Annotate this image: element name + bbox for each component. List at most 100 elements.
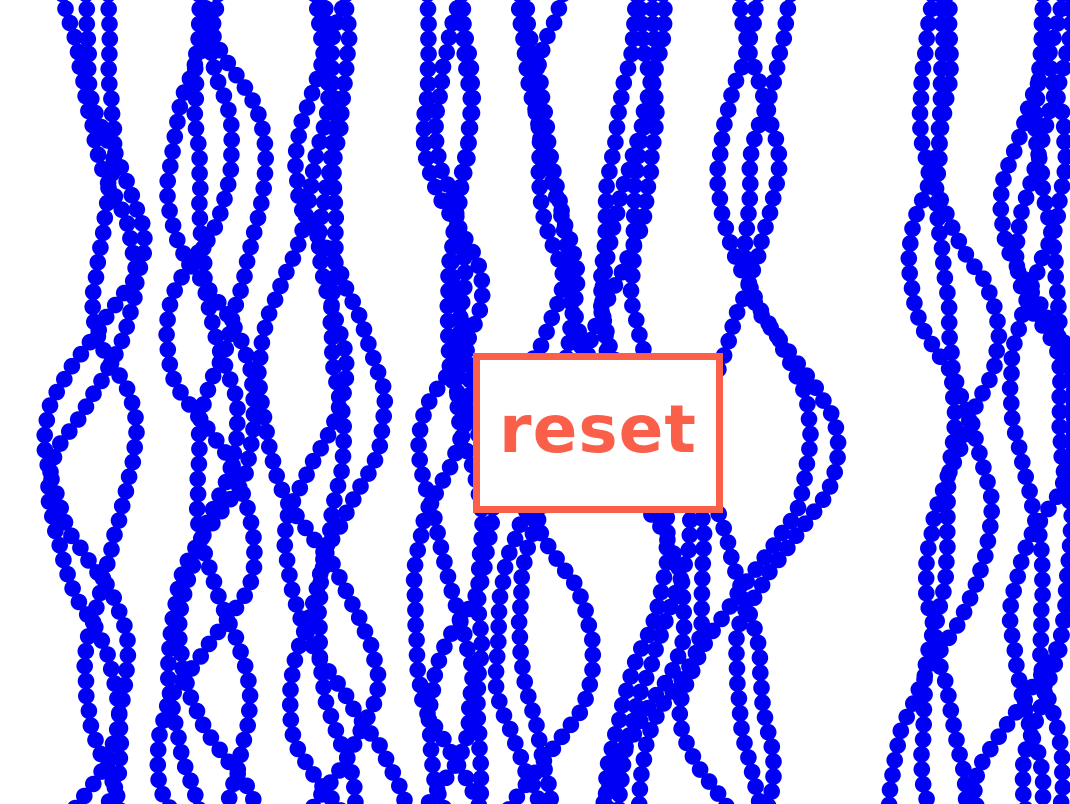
dot — [369, 363, 387, 381]
dot — [600, 780, 618, 797]
dot — [501, 544, 518, 562]
dot — [1017, 741, 1035, 758]
dot — [610, 104, 627, 121]
dot — [937, 90, 955, 107]
dot — [462, 684, 480, 702]
dot — [961, 590, 979, 607]
dot — [459, 640, 476, 658]
dot — [278, 263, 295, 281]
dot — [227, 629, 245, 646]
dot — [326, 492, 343, 509]
dot — [41, 397, 59, 414]
dot — [334, 0, 351, 17]
dot — [1061, 30, 1070, 48]
dot — [332, 736, 350, 753]
dot — [229, 765, 246, 783]
dot — [716, 116, 733, 133]
dot — [1053, 178, 1070, 195]
dot — [709, 175, 726, 193]
dot — [752, 302, 770, 319]
dot — [436, 638, 453, 656]
dot — [332, 265, 350, 283]
dot — [689, 648, 707, 666]
dot — [513, 568, 530, 586]
dot — [81, 333, 99, 351]
dot — [326, 252, 343, 269]
reset-button[interactable]: reset — [473, 353, 723, 513]
dot — [460, 44, 478, 62]
dot — [416, 105, 434, 122]
dot — [236, 657, 254, 675]
dot — [376, 393, 394, 410]
dot — [135, 244, 152, 262]
dot — [312, 440, 330, 457]
dot — [671, 705, 689, 723]
dot — [721, 598, 739, 615]
dot — [251, 349, 269, 366]
dot — [918, 584, 935, 602]
dot — [453, 428, 471, 446]
dot — [913, 75, 930, 92]
dot — [1003, 395, 1020, 412]
dot — [321, 30, 338, 47]
dot — [721, 234, 739, 251]
dot — [192, 180, 209, 197]
dot — [540, 775, 557, 793]
dot — [464, 670, 481, 687]
dot — [162, 625, 180, 642]
dot — [595, 794, 613, 804]
dot — [1033, 601, 1050, 619]
dot — [323, 296, 340, 314]
dot — [732, 0, 749, 18]
dot — [1034, 586, 1051, 604]
dot — [289, 740, 307, 758]
dot — [36, 441, 54, 459]
dot — [191, 195, 208, 212]
dot — [164, 699, 181, 717]
dot — [235, 731, 253, 749]
dot — [433, 192, 451, 209]
dot — [311, 619, 328, 636]
dot — [314, 559, 332, 576]
dot — [518, 0, 536, 18]
dot — [675, 603, 692, 621]
dot — [284, 726, 302, 743]
dot — [245, 791, 262, 804]
dot — [1040, 690, 1057, 708]
dot — [159, 311, 176, 329]
dot — [992, 185, 1010, 203]
dot — [642, 163, 660, 181]
dot — [1026, 160, 1043, 178]
dot — [188, 702, 206, 720]
dot — [1065, 383, 1070, 399]
dot — [223, 146, 240, 164]
dot — [1065, 554, 1070, 569]
dot — [1028, 90, 1046, 107]
dot — [447, 597, 465, 614]
dot — [94, 224, 112, 242]
dot — [260, 305, 278, 322]
dot — [154, 785, 171, 803]
dot — [337, 280, 355, 297]
dot — [161, 685, 179, 702]
dot — [419, 75, 437, 93]
dot — [291, 479, 309, 497]
dot — [242, 573, 260, 591]
dot — [166, 714, 184, 732]
dot — [1036, 15, 1053, 33]
dot — [916, 667, 934, 685]
dot — [473, 287, 491, 304]
dot — [462, 59, 480, 77]
dot — [233, 332, 250, 350]
dot — [122, 230, 139, 247]
dot — [994, 215, 1011, 233]
dot — [473, 272, 491, 289]
dot — [78, 0, 96, 18]
dot — [422, 495, 440, 512]
dot — [327, 311, 345, 329]
dot — [763, 783, 780, 800]
dot — [337, 60, 355, 77]
dot — [161, 640, 178, 657]
dot — [1033, 541, 1050, 559]
